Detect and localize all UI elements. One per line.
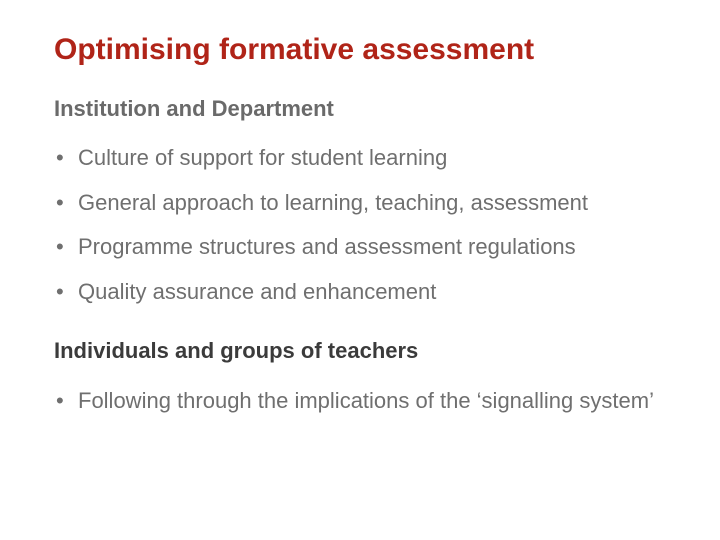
list-item: Quality assurance and enhancement [54,270,666,315]
section2-list: Following through the implications of th… [54,379,666,423]
list-item: General approach to learning, teaching, … [54,181,666,226]
list-item: Culture of support for student learning [54,136,666,181]
list-item: Programme structures and assessment regu… [54,225,666,270]
slide: Optimising formative assessment Institut… [0,0,720,540]
section1-list: Culture of support for student learning … [54,136,666,314]
slide-title: Optimising formative assessment [54,32,666,68]
section2-heading: Individuals and groups of teachers [54,338,666,364]
list-item: Following through the implications of th… [54,379,666,423]
section1-heading: Institution and Department [54,96,666,122]
